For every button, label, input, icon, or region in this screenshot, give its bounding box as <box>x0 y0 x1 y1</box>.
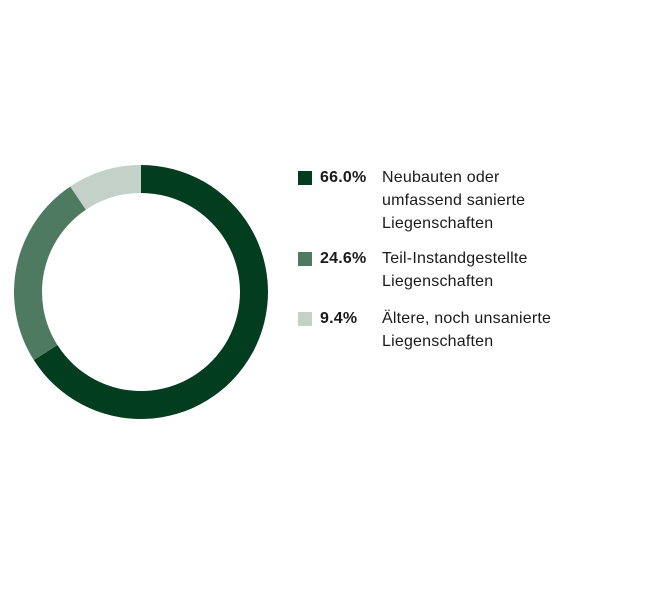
legend-item-aeltere: 9.4% Ältere, noch unsanierte Liegenschaf… <box>298 307 658 353</box>
legend-item-neubauten: 66.0% Neubauten oder umfassend sanierte … <box>298 166 658 235</box>
legend-percentage: 9.4% <box>320 310 358 327</box>
legend-swatch <box>298 312 312 326</box>
donut-slice-3 <box>70 165 141 210</box>
legend-label: Teil-Instandgestellte Liegenschaften <box>382 250 528 290</box>
chart-legend: 66.0% Neubauten oder umfassend sanierte … <box>298 166 658 365</box>
legend-item-teil-instandgestellte: 24.6% Teil-Instandgestellte Liegenschaft… <box>298 247 658 293</box>
legend-swatch <box>298 171 312 185</box>
legend-label: Ältere, noch unsanierte Liegenschaften <box>382 310 552 350</box>
legend-label: Neubauten oder umfassend sanierte Liegen… <box>382 169 526 232</box>
legend-percentage: 24.6% <box>320 250 367 267</box>
legend-swatch <box>298 252 312 266</box>
legend-percentage: 66.0% <box>320 169 367 186</box>
donut-slice-2 <box>13 186 86 361</box>
